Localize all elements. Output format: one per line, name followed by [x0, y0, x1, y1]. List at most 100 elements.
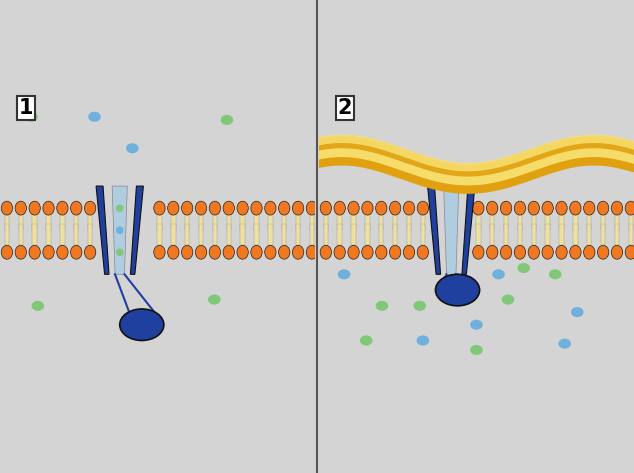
Ellipse shape: [473, 245, 484, 259]
Polygon shape: [131, 186, 143, 274]
Bar: [393, 209, 398, 229]
Ellipse shape: [116, 248, 124, 256]
Ellipse shape: [403, 201, 415, 215]
Bar: [88, 209, 93, 229]
Ellipse shape: [334, 201, 346, 215]
Ellipse shape: [181, 245, 193, 259]
Ellipse shape: [514, 245, 526, 259]
Ellipse shape: [556, 245, 567, 259]
Ellipse shape: [264, 245, 276, 259]
Bar: [601, 209, 605, 229]
Ellipse shape: [500, 201, 512, 215]
Bar: [559, 224, 564, 245]
Bar: [268, 209, 273, 229]
Ellipse shape: [528, 201, 540, 215]
Ellipse shape: [292, 201, 304, 215]
Ellipse shape: [389, 201, 401, 215]
Ellipse shape: [470, 320, 482, 330]
Ellipse shape: [15, 201, 27, 215]
Bar: [46, 224, 51, 245]
Bar: [587, 209, 592, 229]
Bar: [199, 209, 204, 229]
Ellipse shape: [15, 245, 27, 259]
Bar: [185, 209, 190, 229]
Ellipse shape: [389, 245, 401, 259]
Bar: [268, 224, 273, 245]
Ellipse shape: [375, 245, 387, 259]
Ellipse shape: [417, 201, 429, 215]
Bar: [393, 224, 398, 245]
Bar: [32, 209, 37, 229]
Bar: [32, 224, 37, 245]
Bar: [74, 224, 79, 245]
Bar: [282, 209, 287, 229]
Bar: [226, 209, 231, 229]
Ellipse shape: [195, 245, 207, 259]
Ellipse shape: [1, 245, 13, 259]
Ellipse shape: [597, 245, 609, 259]
Ellipse shape: [486, 245, 498, 259]
Ellipse shape: [583, 245, 595, 259]
Ellipse shape: [559, 339, 571, 349]
Bar: [531, 224, 536, 245]
Ellipse shape: [362, 245, 373, 259]
Ellipse shape: [251, 201, 262, 215]
Polygon shape: [96, 186, 109, 274]
Ellipse shape: [120, 309, 164, 341]
Bar: [296, 209, 301, 229]
Ellipse shape: [116, 227, 124, 234]
Ellipse shape: [25, 112, 38, 122]
Ellipse shape: [571, 307, 583, 317]
Bar: [254, 224, 259, 245]
Ellipse shape: [542, 245, 553, 259]
Bar: [504, 209, 508, 229]
Ellipse shape: [154, 201, 165, 215]
Ellipse shape: [181, 201, 193, 215]
Ellipse shape: [29, 201, 41, 215]
Bar: [212, 224, 217, 245]
Ellipse shape: [338, 269, 351, 280]
Ellipse shape: [223, 245, 235, 259]
Ellipse shape: [542, 201, 553, 215]
Ellipse shape: [208, 295, 221, 305]
Bar: [518, 209, 522, 229]
Ellipse shape: [517, 263, 530, 273]
Ellipse shape: [221, 115, 233, 125]
Ellipse shape: [223, 201, 235, 215]
Ellipse shape: [500, 245, 512, 259]
Ellipse shape: [362, 201, 373, 215]
Bar: [226, 224, 231, 245]
Ellipse shape: [167, 245, 179, 259]
Bar: [254, 209, 259, 229]
Bar: [421, 224, 425, 245]
Bar: [615, 224, 619, 245]
Bar: [573, 209, 578, 229]
Bar: [157, 209, 162, 229]
Ellipse shape: [570, 201, 581, 215]
Ellipse shape: [29, 245, 41, 259]
Polygon shape: [444, 186, 459, 274]
Bar: [88, 224, 93, 245]
Bar: [545, 209, 550, 229]
Bar: [18, 209, 23, 229]
Ellipse shape: [167, 201, 179, 215]
Bar: [323, 209, 328, 229]
Ellipse shape: [611, 201, 623, 215]
Bar: [310, 224, 314, 245]
Ellipse shape: [486, 201, 498, 215]
Ellipse shape: [375, 301, 388, 311]
Ellipse shape: [320, 245, 332, 259]
Ellipse shape: [70, 201, 82, 215]
Bar: [531, 209, 536, 229]
Ellipse shape: [570, 245, 581, 259]
Ellipse shape: [251, 245, 262, 259]
Bar: [282, 224, 287, 245]
Bar: [240, 209, 245, 229]
Ellipse shape: [583, 201, 595, 215]
Ellipse shape: [625, 245, 634, 259]
Bar: [185, 224, 190, 245]
Ellipse shape: [292, 245, 304, 259]
Text: 2: 2: [338, 98, 353, 118]
Ellipse shape: [116, 204, 124, 212]
Ellipse shape: [145, 320, 157, 330]
